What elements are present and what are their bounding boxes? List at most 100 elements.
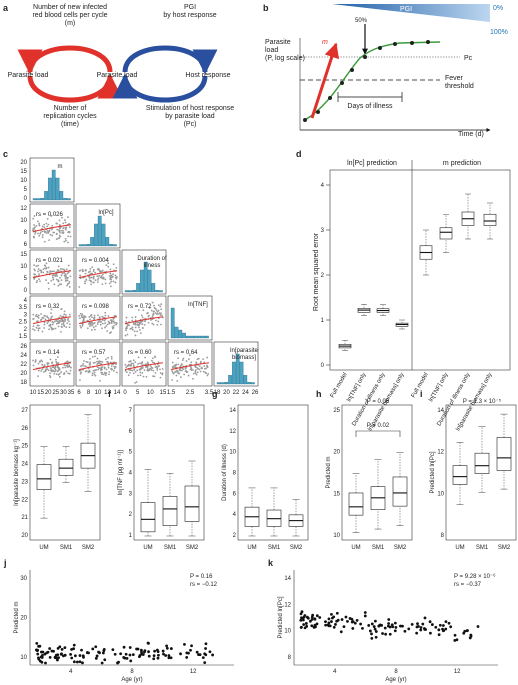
c-scatter-point bbox=[104, 314, 107, 317]
e-box bbox=[36, 464, 52, 490]
c-x-tick: 2.5 bbox=[186, 390, 195, 396]
e-y-tick: 20 bbox=[21, 533, 28, 539]
j-scatter-point bbox=[59, 652, 63, 656]
c-hist-bar bbox=[97, 215, 102, 247]
c-scatter-point bbox=[66, 279, 69, 282]
c-scatter-point bbox=[97, 268, 100, 270]
c-scatter-point bbox=[105, 358, 107, 361]
c-fit-line bbox=[32, 270, 72, 279]
c-scatter-point bbox=[56, 232, 58, 235]
c-scatter-point bbox=[53, 231, 56, 234]
c-scatter-point bbox=[184, 367, 187, 370]
c-scatter-point bbox=[85, 360, 88, 363]
c-scatter-point bbox=[54, 369, 57, 372]
c-scatter-point bbox=[144, 366, 147, 368]
k-y-tick: 10 bbox=[284, 629, 291, 635]
d-box bbox=[439, 227, 453, 240]
c-scatter-point bbox=[99, 379, 101, 382]
c-scatter-point bbox=[86, 319, 89, 322]
f-y-tick: 7 bbox=[129, 408, 133, 414]
c-scatter-point bbox=[44, 265, 47, 267]
c-y-tick: 24 bbox=[20, 353, 27, 359]
k-scatter-point bbox=[441, 624, 445, 627]
c-scatter-point bbox=[41, 360, 44, 363]
c-scatter-point bbox=[89, 361, 92, 364]
j-scatter-point bbox=[185, 656, 189, 659]
c-scatter-point bbox=[61, 326, 63, 329]
c-scatter-point bbox=[64, 219, 66, 221]
c-scatter-point bbox=[79, 372, 82, 375]
b-fever-label: Fever threshold bbox=[445, 75, 474, 90]
c-scatter-point bbox=[46, 315, 49, 318]
c-scatter-point bbox=[90, 283, 92, 286]
c-scatter-point bbox=[67, 235, 70, 238]
c-scatter-point bbox=[78, 269, 81, 272]
c-scatter-point bbox=[100, 369, 103, 371]
c-scatter-point bbox=[37, 329, 40, 332]
c-scatter-point bbox=[201, 367, 203, 370]
c-scatter-point bbox=[130, 327, 133, 330]
c-y-tick: 20 bbox=[20, 371, 27, 377]
c-scatter-point bbox=[50, 215, 53, 217]
c-scatter-point bbox=[44, 369, 47, 372]
c-scatter-point bbox=[109, 319, 112, 322]
c-scatter-point bbox=[129, 360, 132, 362]
k-scatter-point bbox=[466, 629, 469, 632]
k-scatter-point bbox=[353, 621, 357, 625]
c-cell-frame bbox=[121, 249, 167, 295]
b-curve-point bbox=[350, 68, 354, 72]
a-blue-top-arrow bbox=[122, 45, 218, 75]
c-scatter-point bbox=[51, 328, 53, 331]
c-hist-bar bbox=[216, 382, 221, 385]
k-scatter-point bbox=[463, 629, 467, 633]
c-scatter-point bbox=[50, 368, 53, 370]
c-cell-frame bbox=[29, 295, 75, 341]
c-scatter-point bbox=[56, 320, 59, 323]
k-scatter-point bbox=[370, 636, 374, 640]
c-scatter-point bbox=[94, 328, 96, 331]
j-scatter-point bbox=[35, 641, 39, 645]
k-scatter-point bbox=[434, 625, 438, 629]
b-y-label: Parasite load (P, log scale) bbox=[265, 39, 305, 62]
c-scatter-point bbox=[45, 279, 47, 281]
c-scatter-point bbox=[196, 367, 199, 370]
c-diag-label: ln[parasite biomass] bbox=[230, 348, 258, 361]
c-scatter-point bbox=[188, 358, 190, 360]
c-scatter-point bbox=[56, 362, 59, 364]
c-scatter-point bbox=[99, 367, 101, 370]
j-scatter-point bbox=[140, 652, 144, 656]
f-group-label: SM1 bbox=[164, 545, 177, 551]
c-scatter-point bbox=[50, 279, 53, 282]
k-scatter-point bbox=[410, 623, 414, 626]
k-scatter-point bbox=[327, 621, 331, 625]
g-y-tick: 6 bbox=[233, 491, 237, 497]
k-scatter-point bbox=[315, 622, 319, 626]
c-scatter-point bbox=[152, 323, 155, 326]
c-hist-bar bbox=[243, 375, 248, 385]
k-scatter-point bbox=[339, 630, 343, 634]
f-y-tick: 4 bbox=[129, 471, 133, 477]
c-cell-frame bbox=[167, 341, 213, 387]
c-correlation: rs = 0.64 bbox=[174, 350, 198, 356]
c-scatter-point bbox=[131, 328, 134, 331]
j-scatter-point bbox=[46, 650, 50, 654]
j-scatter-point bbox=[113, 652, 117, 656]
c-y-tick: 1.5 bbox=[19, 334, 28, 340]
c-scatter-point bbox=[205, 372, 208, 375]
c-scatter-point bbox=[110, 368, 113, 371]
a-top-right-text: PGI by host response bbox=[163, 4, 216, 19]
i-group-label: SM2 bbox=[498, 545, 511, 551]
c-scatter-point bbox=[185, 370, 188, 372]
c-fit-line bbox=[124, 316, 164, 325]
c-scatter-point bbox=[69, 369, 72, 372]
c-scatter-point bbox=[150, 369, 153, 371]
i-box bbox=[474, 452, 490, 474]
c-scatter-point bbox=[47, 223, 50, 226]
c-scatter-point bbox=[104, 374, 107, 377]
c-scatter-point bbox=[65, 268, 68, 271]
c-scatter-point bbox=[143, 324, 146, 326]
c-scatter-point bbox=[34, 231, 37, 234]
c-scatter-point bbox=[94, 361, 96, 364]
c-scatter-point bbox=[161, 368, 164, 370]
c-scatter-point bbox=[139, 371, 142, 374]
